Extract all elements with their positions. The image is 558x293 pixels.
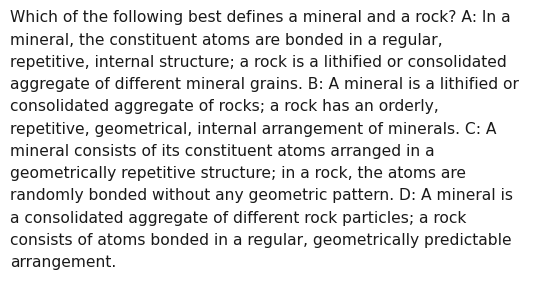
Text: consists of atoms bonded in a regular, geometrically predictable: consists of atoms bonded in a regular, g… [10,233,512,248]
Text: consolidated aggregate of rocks; a rock has an orderly,: consolidated aggregate of rocks; a rock … [10,99,439,114]
Text: Which of the following best defines a mineral and a rock? A: In a: Which of the following best defines a mi… [10,10,511,25]
Text: randomly bonded without any geometric pattern. D: A mineral is: randomly bonded without any geometric pa… [10,188,513,203]
Text: a consolidated aggregate of different rock particles; a rock: a consolidated aggregate of different ro… [10,211,466,226]
Text: geometrically repetitive structure; in a rock, the atoms are: geometrically repetitive structure; in a… [10,166,466,181]
Text: repetitive, geometrical, internal arrangement of minerals. C: A: repetitive, geometrical, internal arrang… [10,122,497,137]
Text: repetitive, internal structure; a rock is a lithified or consolidated: repetitive, internal structure; a rock i… [10,55,507,70]
Text: aggregate of different mineral grains. B: A mineral is a lithified or: aggregate of different mineral grains. B… [10,77,519,92]
Text: mineral, the constituent atoms are bonded in a regular,: mineral, the constituent atoms are bonde… [10,33,442,47]
Text: mineral consists of its constituent atoms arranged in a: mineral consists of its constituent atom… [10,144,435,159]
Text: arrangement.: arrangement. [10,255,116,270]
